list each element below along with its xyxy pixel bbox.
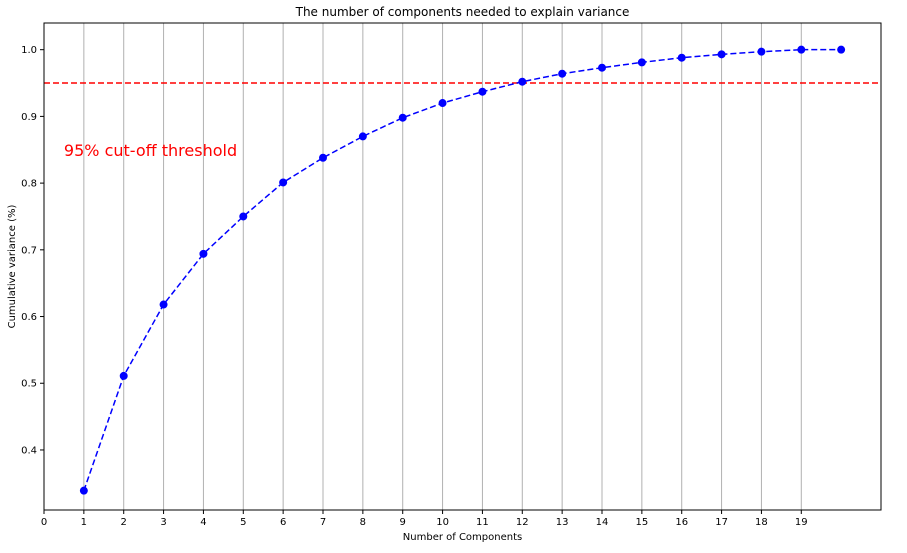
x-tick-label: 18 [755, 517, 768, 528]
data-point-13 [558, 69, 567, 78]
data-point-11 [478, 87, 487, 96]
y-tick-label: 0.9 [21, 112, 37, 123]
data-point-17 [717, 50, 726, 59]
data-point-18 [757, 47, 766, 56]
plot-frame [43, 22, 882, 511]
data-point-15 [637, 58, 646, 67]
y-axis-label: Cumulative variance (%) [7, 205, 18, 329]
data-point-14 [598, 63, 606, 72]
x-tick-label: 10 [436, 517, 449, 528]
data-point-4 [199, 249, 208, 258]
chart-title: The number of components needed to expla… [295, 5, 630, 19]
x-tick-label: 17 [715, 517, 728, 528]
x-tick-label: 7 [320, 517, 326, 528]
data-point-9 [398, 113, 407, 122]
x-tick-label: 0 [41, 517, 47, 528]
data-point-20 [837, 45, 846, 54]
data-point-16 [677, 53, 686, 62]
data-point-3 [159, 300, 168, 309]
x-tick-label: 9 [400, 517, 406, 528]
y-tick-label: 0.6 [21, 312, 37, 323]
x-tick-label: 11 [476, 517, 489, 528]
x-tick-label: 13 [556, 517, 569, 528]
data-point-5 [239, 212, 248, 221]
data-point-2 [119, 371, 128, 380]
x-tick-label: 16 [675, 517, 688, 528]
x-tick-label: 1 [81, 517, 87, 528]
series-line [83, 48, 842, 491]
data-point-10 [438, 99, 447, 108]
series-layer [79, 45, 846, 495]
data-point-7 [319, 153, 327, 162]
x-tick-label: 2 [121, 517, 127, 528]
data-point-1 [79, 486, 88, 495]
x-tick-label: 19 [795, 517, 808, 528]
x-tick-label: 3 [160, 517, 166, 528]
data-point-12 [518, 77, 527, 86]
x-tick-label: 15 [635, 517, 648, 528]
threshold-annotation: 95% cut-off threshold [64, 141, 237, 160]
y-tick-label: 0.7 [21, 245, 37, 256]
y-tick-label: 1.0 [21, 45, 37, 56]
x-tick-label: 12 [516, 517, 529, 528]
x-axis-ticks: 0 1 2 3 4 5 6 7 8 9 10 11 12 13 14 15 16 17 18 19 [41, 510, 808, 528]
data-point-6 [279, 178, 288, 187]
x-tick-label: 8 [360, 517, 366, 528]
x-tick-label: 5 [240, 517, 246, 528]
data-point-19 [797, 45, 806, 54]
data-point-8 [358, 132, 367, 141]
y-axis-ticks: 0.4 0.5 0.6 0.7 0.8 0.9 1.0 [21, 45, 44, 456]
x-axis-label: Number of Components [403, 532, 522, 543]
y-tick-label: 0.5 [21, 379, 37, 390]
x-tick-label: 4 [200, 517, 206, 528]
x-tick-label: 14 [596, 517, 609, 528]
x-tick-label: 6 [280, 517, 286, 528]
y-tick-label: 0.4 [21, 445, 37, 456]
y-tick-label: 0.8 [21, 179, 37, 190]
grid-lines [43, 23, 802, 510]
